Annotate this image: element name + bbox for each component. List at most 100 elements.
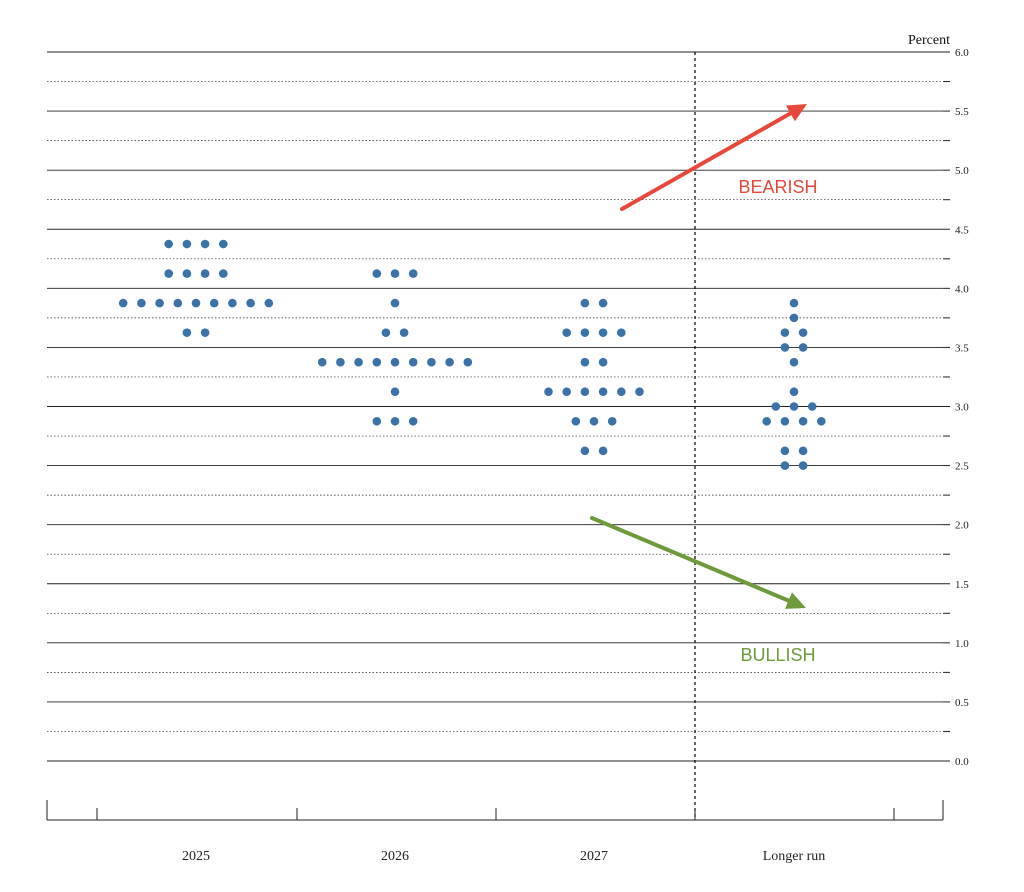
dot-point bbox=[798, 328, 808, 337]
x-axis bbox=[46, 800, 944, 821]
dot-point bbox=[617, 387, 626, 397]
y-tick-label: 5.0 bbox=[955, 165, 969, 177]
dot-point bbox=[182, 328, 192, 337]
y-axis-unit-label: Percent bbox=[908, 33, 950, 48]
dot-point bbox=[580, 446, 590, 456]
bullish-arrow-head bbox=[784, 592, 806, 609]
dot-point bbox=[771, 402, 781, 411]
dot-point bbox=[372, 357, 382, 367]
dot-point bbox=[164, 239, 173, 249]
x-category-label: Longer run bbox=[763, 849, 826, 864]
y-tick-label: 4.0 bbox=[955, 283, 969, 295]
dot-point bbox=[780, 416, 790, 426]
y-tick-label: 4.5 bbox=[955, 224, 969, 236]
annotation-layer: BEARISH BULLISH bbox=[590, 104, 818, 665]
dot-point bbox=[200, 239, 210, 249]
dot-point bbox=[598, 446, 608, 456]
dot-point bbox=[580, 387, 590, 397]
y-axis-tick-labels: 6.0 5.5 5.0 4.5 4.0 3.5 3.0 2.5 2.0 1.5 1.0 0.5 0.0 bbox=[955, 47, 969, 768]
y-tick-label: 3.5 bbox=[955, 342, 969, 354]
dot-point bbox=[580, 328, 590, 337]
dot-point bbox=[228, 298, 237, 308]
y-tick-label: 2.0 bbox=[955, 520, 969, 532]
y-tick-label: 0.0 bbox=[955, 756, 969, 768]
dot-point bbox=[798, 461, 808, 470]
dot-point bbox=[264, 298, 274, 308]
dot-point bbox=[200, 328, 210, 337]
dot-point bbox=[182, 239, 192, 249]
dot-point bbox=[399, 328, 409, 337]
dot-point bbox=[246, 298, 255, 308]
dot-point bbox=[182, 269, 192, 278]
dot-layer bbox=[118, 239, 826, 470]
dot-point bbox=[789, 298, 799, 308]
dot-point bbox=[164, 269, 173, 278]
dot-point bbox=[762, 416, 771, 426]
bearish-arrow-head bbox=[786, 104, 807, 122]
x-category-label: 2027 bbox=[580, 849, 608, 864]
dot-point bbox=[200, 269, 210, 278]
y-tick-label: 1.5 bbox=[955, 579, 969, 591]
dot-point bbox=[817, 416, 826, 426]
dot-point bbox=[390, 298, 400, 308]
dot-point bbox=[562, 328, 571, 337]
dot-point bbox=[219, 269, 228, 278]
dot-point bbox=[390, 416, 400, 426]
dot-point bbox=[798, 343, 808, 352]
dot-point bbox=[589, 416, 599, 426]
dot-point bbox=[798, 416, 808, 426]
dot-point bbox=[390, 357, 400, 367]
dot-point bbox=[427, 357, 436, 367]
dot-point bbox=[598, 298, 608, 308]
dot-point bbox=[209, 298, 219, 308]
dot-point bbox=[789, 313, 799, 323]
y-tick-label: 1.0 bbox=[955, 638, 969, 650]
dot-point bbox=[789, 402, 799, 411]
dot-point bbox=[408, 357, 418, 367]
dot-point bbox=[390, 269, 400, 278]
dot-point bbox=[598, 357, 608, 367]
bearish-arrow bbox=[620, 104, 807, 211]
dot-point bbox=[607, 416, 617, 426]
x-category-label: 2026 bbox=[381, 849, 409, 864]
dot-point bbox=[789, 357, 799, 367]
dot-point bbox=[372, 416, 382, 426]
dot-point bbox=[191, 298, 201, 308]
x-category-label: 2025 bbox=[182, 849, 210, 864]
y-tick-label: 5.5 bbox=[955, 106, 969, 118]
dot-point bbox=[562, 387, 571, 397]
dot-point bbox=[118, 298, 128, 308]
dot-point bbox=[780, 343, 790, 352]
dot-point bbox=[390, 387, 400, 397]
y-tick-label: 6.0 bbox=[955, 47, 969, 59]
dot-point bbox=[408, 269, 418, 278]
y-tick-label: 0.5 bbox=[955, 697, 969, 709]
dot-point bbox=[617, 328, 626, 337]
dot-point bbox=[780, 461, 790, 470]
dot-point bbox=[580, 298, 590, 308]
dot-point bbox=[798, 446, 808, 456]
y-tick-label: 3.0 bbox=[955, 402, 969, 414]
dot-point bbox=[408, 416, 418, 426]
dot-point bbox=[635, 387, 644, 397]
dot-point bbox=[571, 416, 581, 426]
dot-point bbox=[317, 357, 327, 367]
dot-point bbox=[598, 328, 608, 337]
dot-point bbox=[445, 357, 454, 367]
dot-point bbox=[381, 328, 391, 337]
dot-point bbox=[463, 357, 473, 367]
dot-point bbox=[807, 402, 817, 411]
dot-point bbox=[544, 387, 553, 397]
dot-point bbox=[173, 298, 183, 308]
dot-point bbox=[155, 298, 164, 308]
dot-point bbox=[789, 387, 799, 397]
dot-point bbox=[780, 446, 790, 456]
dot-point bbox=[780, 328, 790, 337]
dot-point bbox=[354, 357, 363, 367]
bullish-arrow bbox=[590, 516, 806, 609]
x-axis-category-labels: 2025 2026 2027 Longer run bbox=[182, 849, 825, 864]
y-tick-label: 2.5 bbox=[955, 461, 969, 473]
bullish-label: BULLISH bbox=[740, 645, 815, 665]
dot-point bbox=[580, 357, 590, 367]
